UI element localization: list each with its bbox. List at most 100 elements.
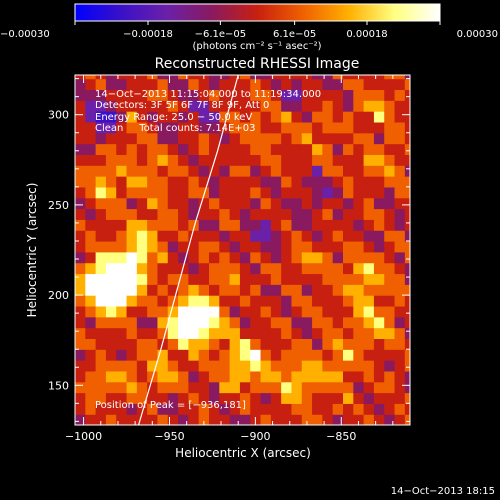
image-pixel	[291, 349, 303, 361]
image-pixel	[343, 392, 354, 404]
image-pixel	[209, 100, 220, 112]
image-pixel	[281, 230, 293, 242]
annotation-clean-counts: Clean Total counts: 7.14E+03	[95, 123, 255, 134]
image-pixel	[301, 78, 313, 91]
image-pixel	[126, 111, 138, 123]
image-pixel	[229, 89, 241, 101]
image-pixel	[239, 327, 251, 340]
image-pixel	[270, 121, 282, 134]
image-pixel	[260, 403, 272, 415]
image-pixel	[404, 111, 410, 123]
image-pixel	[136, 176, 148, 188]
image-pixel	[178, 121, 189, 134]
image-pixel	[229, 111, 241, 123]
image-pixel	[270, 305, 282, 318]
image-pixel	[281, 154, 293, 166]
image-pixel	[260, 370, 272, 383]
peak-position-label: Position of Peak = [−936,181]	[95, 400, 246, 411]
image-pixel	[116, 111, 128, 123]
image-pixel	[229, 240, 241, 253]
image-pixel	[384, 100, 396, 112]
image-pixel	[229, 370, 241, 383]
image-pixel	[75, 251, 86, 264]
image-pixel	[167, 327, 179, 340]
image-pixel	[239, 349, 251, 361]
image-pixel	[116, 240, 128, 253]
image-pixel	[384, 208, 396, 220]
image-pixel	[188, 262, 200, 275]
image-pixel	[384, 230, 396, 242]
image-pixel	[75, 305, 86, 318]
image-pixel	[126, 143, 138, 155]
image-pixel	[95, 111, 107, 123]
image-pixel	[281, 316, 293, 329]
image-pixel	[209, 89, 220, 101]
image-pixel	[270, 284, 282, 296]
image-pixel	[260, 197, 272, 210]
image-pixel	[229, 262, 241, 275]
image-pixel	[105, 154, 117, 166]
image-pixel	[343, 132, 354, 145]
image-pixel	[126, 100, 138, 112]
image-pixel	[353, 143, 365, 155]
image-pixel	[250, 360, 262, 372]
image-pixel	[353, 100, 365, 112]
image-pixel	[322, 414, 334, 425]
image-pixel	[239, 208, 251, 220]
image-pixel	[85, 230, 97, 242]
image-pixel	[105, 273, 117, 285]
image-pixel	[373, 78, 385, 91]
image-pixel	[188, 186, 200, 199]
image-pixel	[353, 89, 365, 101]
image-pixel	[373, 154, 385, 166]
image-pixel	[353, 295, 365, 307]
image-pixel	[126, 75, 138, 80]
image-pixel	[95, 295, 107, 307]
colorbar-unit-label: (photons cm⁻² s⁻¹ asec⁻²)	[192, 41, 321, 52]
image-pixel	[105, 219, 117, 231]
image-pixel	[373, 414, 385, 425]
image-pixel	[85, 381, 97, 394]
image-pixel	[178, 132, 189, 145]
image-pixel	[75, 100, 86, 112]
image-pixel	[157, 381, 169, 394]
image-pixel	[219, 111, 231, 123]
image-pixel	[209, 197, 220, 210]
image-pixel	[404, 186, 410, 199]
image-pixel	[250, 403, 262, 415]
image-pixel	[136, 327, 148, 340]
image-pixel	[363, 240, 375, 253]
image-pixel	[260, 273, 272, 285]
image-pixel	[250, 100, 262, 112]
image-pixel	[178, 219, 189, 231]
image-pixel	[291, 111, 303, 123]
image-pixel	[301, 176, 313, 188]
image-pixel	[167, 370, 179, 383]
image-pixel	[75, 230, 86, 242]
image-pixel	[157, 338, 169, 350]
image-pixel	[126, 186, 138, 199]
image-pixel	[260, 89, 272, 101]
image-pixel	[373, 360, 385, 372]
image-pixel	[147, 165, 159, 177]
image-pixel	[363, 176, 375, 188]
image-pixel	[353, 360, 365, 372]
image-pixel	[322, 251, 334, 264]
image-pixel	[353, 327, 365, 340]
image-pixel	[229, 316, 241, 329]
image-pixel	[353, 230, 365, 242]
image-pixel	[136, 316, 148, 329]
image-pixel	[229, 132, 241, 145]
image-pixel	[301, 327, 313, 340]
image-pixel	[178, 403, 189, 415]
image-pixel	[198, 154, 210, 166]
image-pixel	[157, 121, 169, 134]
image-pixel	[363, 165, 375, 177]
image-pixel	[75, 349, 86, 361]
image-pixel	[167, 176, 179, 188]
image-pixel	[404, 338, 410, 350]
image-pixel	[157, 370, 169, 383]
image-pixel	[116, 208, 128, 220]
image-pixel	[343, 284, 354, 296]
image-pixel	[126, 121, 138, 134]
